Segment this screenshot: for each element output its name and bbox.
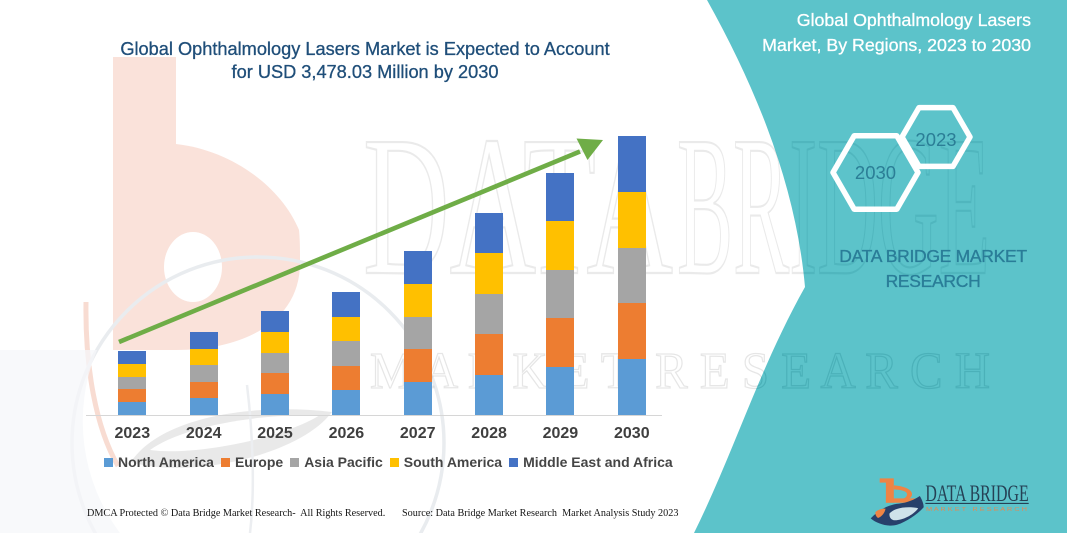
svg-text:M A R K E T R E S E A R C H: M A R K E T R E S E A R C H xyxy=(370,343,990,400)
svg-text:2030: 2030 xyxy=(855,162,896,183)
svg-text:2023: 2023 xyxy=(915,129,956,150)
svg-text:M A R K E T R E S E A R C H: M A R K E T R E S E A R C H xyxy=(926,507,1028,513)
